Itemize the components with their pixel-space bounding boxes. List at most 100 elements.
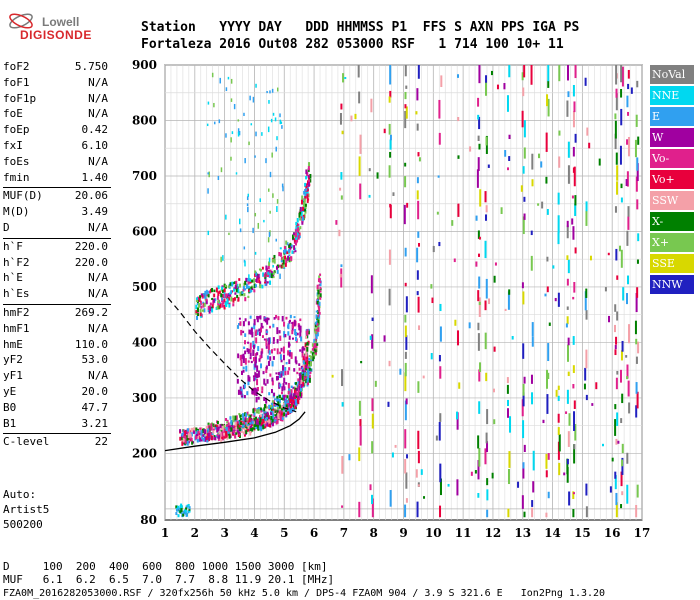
echo-noise	[583, 383, 586, 390]
echo-trace	[220, 426, 223, 431]
echo-spread	[268, 392, 271, 396]
echo-trace	[307, 181, 310, 187]
echo-trace	[203, 308, 206, 313]
echo-trace	[319, 290, 322, 293]
echo-trace	[263, 407, 266, 412]
echo-trace	[319, 287, 322, 290]
echo-spread	[283, 377, 286, 384]
echo-trace	[277, 401, 280, 406]
echo-trace	[284, 252, 287, 255]
echo-trace	[235, 426, 238, 431]
echo-strip	[523, 444, 526, 453]
echo-strip	[613, 324, 616, 333]
echo-column	[237, 119, 240, 122]
echo-strip	[522, 87, 525, 97]
echo-trace	[303, 376, 306, 381]
echo-spread	[256, 316, 259, 323]
echo-strip	[620, 471, 623, 487]
echo-strip	[522, 383, 525, 396]
echo-spread	[255, 373, 258, 379]
echo-trace	[234, 428, 237, 434]
echo-trace	[244, 297, 247, 302]
echo-column	[235, 172, 238, 175]
echo-strip	[635, 338, 638, 345]
echo-trace	[257, 273, 260, 278]
echo-spread	[261, 386, 264, 391]
echo-noise	[604, 287, 607, 292]
echo-low	[184, 511, 187, 515]
echo-noise	[415, 111, 418, 115]
echo-strip	[626, 484, 629, 504]
param-name: foF2	[3, 60, 30, 73]
echo-trace	[201, 309, 204, 312]
echo-strip	[616, 275, 619, 280]
echo-trace	[293, 238, 296, 243]
echo-trace	[305, 352, 308, 357]
echo-spread	[279, 371, 282, 374]
x-tick-label: 15	[574, 526, 591, 540]
echo-strip	[547, 343, 550, 362]
echo-trace	[317, 319, 320, 324]
echo-strip	[635, 356, 638, 364]
echo-spread	[299, 373, 302, 380]
echo-trace	[289, 405, 292, 410]
echo-noise	[340, 103, 343, 110]
echo-trace	[258, 279, 261, 284]
param-value: 0.42	[81, 123, 109, 137]
echo-noise	[339, 273, 342, 278]
echo-column	[244, 158, 246, 164]
echo-trace	[306, 188, 309, 192]
echo-trace	[306, 379, 309, 383]
echo-strip	[557, 215, 560, 234]
echo-trace	[269, 280, 272, 285]
echo-trace	[249, 290, 252, 293]
echo-trace	[317, 309, 320, 314]
echo-trace	[271, 408, 274, 412]
echo-noise	[571, 195, 574, 199]
echo-strip	[405, 398, 408, 405]
echo-trace	[248, 417, 251, 423]
echo-trace	[267, 414, 270, 418]
echo-strip	[523, 196, 526, 202]
echo-trace	[190, 437, 193, 442]
echo-trace	[265, 406, 268, 409]
echo-trace	[240, 427, 243, 431]
echo-spread	[291, 337, 294, 340]
echo-spread	[242, 369, 245, 373]
echo-trace	[301, 221, 304, 225]
echo-trace	[235, 432, 238, 435]
echo-strip	[558, 462, 561, 476]
echo-strip	[477, 493, 480, 498]
echo-trace	[243, 421, 246, 426]
echo-trace	[305, 335, 308, 339]
echo-trace	[199, 312, 202, 317]
x-tick-label: 11	[455, 526, 472, 540]
echo-strip	[438, 132, 441, 145]
echo-trace	[197, 431, 200, 436]
param-value: 6.10	[81, 139, 109, 152]
echo-trace	[179, 436, 182, 441]
echo-low	[185, 507, 188, 511]
echo-strip	[389, 90, 392, 98]
echo-low	[177, 505, 180, 509]
echo-trace	[304, 182, 307, 187]
echo-spread	[287, 390, 290, 395]
echo-trace	[295, 395, 298, 398]
x-tick-label: 4	[250, 526, 258, 540]
echo-trace	[311, 352, 314, 356]
echo-trace	[290, 408, 293, 413]
echo-strip	[404, 162, 407, 167]
echo-trace	[279, 410, 282, 415]
echo-strip	[634, 320, 637, 335]
echo-trace	[264, 281, 267, 286]
echo-column	[237, 131, 240, 137]
echo-spread	[250, 327, 253, 335]
echo-trace	[308, 355, 311, 358]
legend-item: Vo+	[650, 170, 694, 189]
echo-noise	[520, 185, 523, 192]
echo-strip	[627, 216, 630, 230]
echo-strip	[621, 459, 624, 467]
echo-trace	[217, 436, 220, 441]
echo-trace	[291, 250, 294, 254]
echo-spread	[244, 333, 247, 337]
